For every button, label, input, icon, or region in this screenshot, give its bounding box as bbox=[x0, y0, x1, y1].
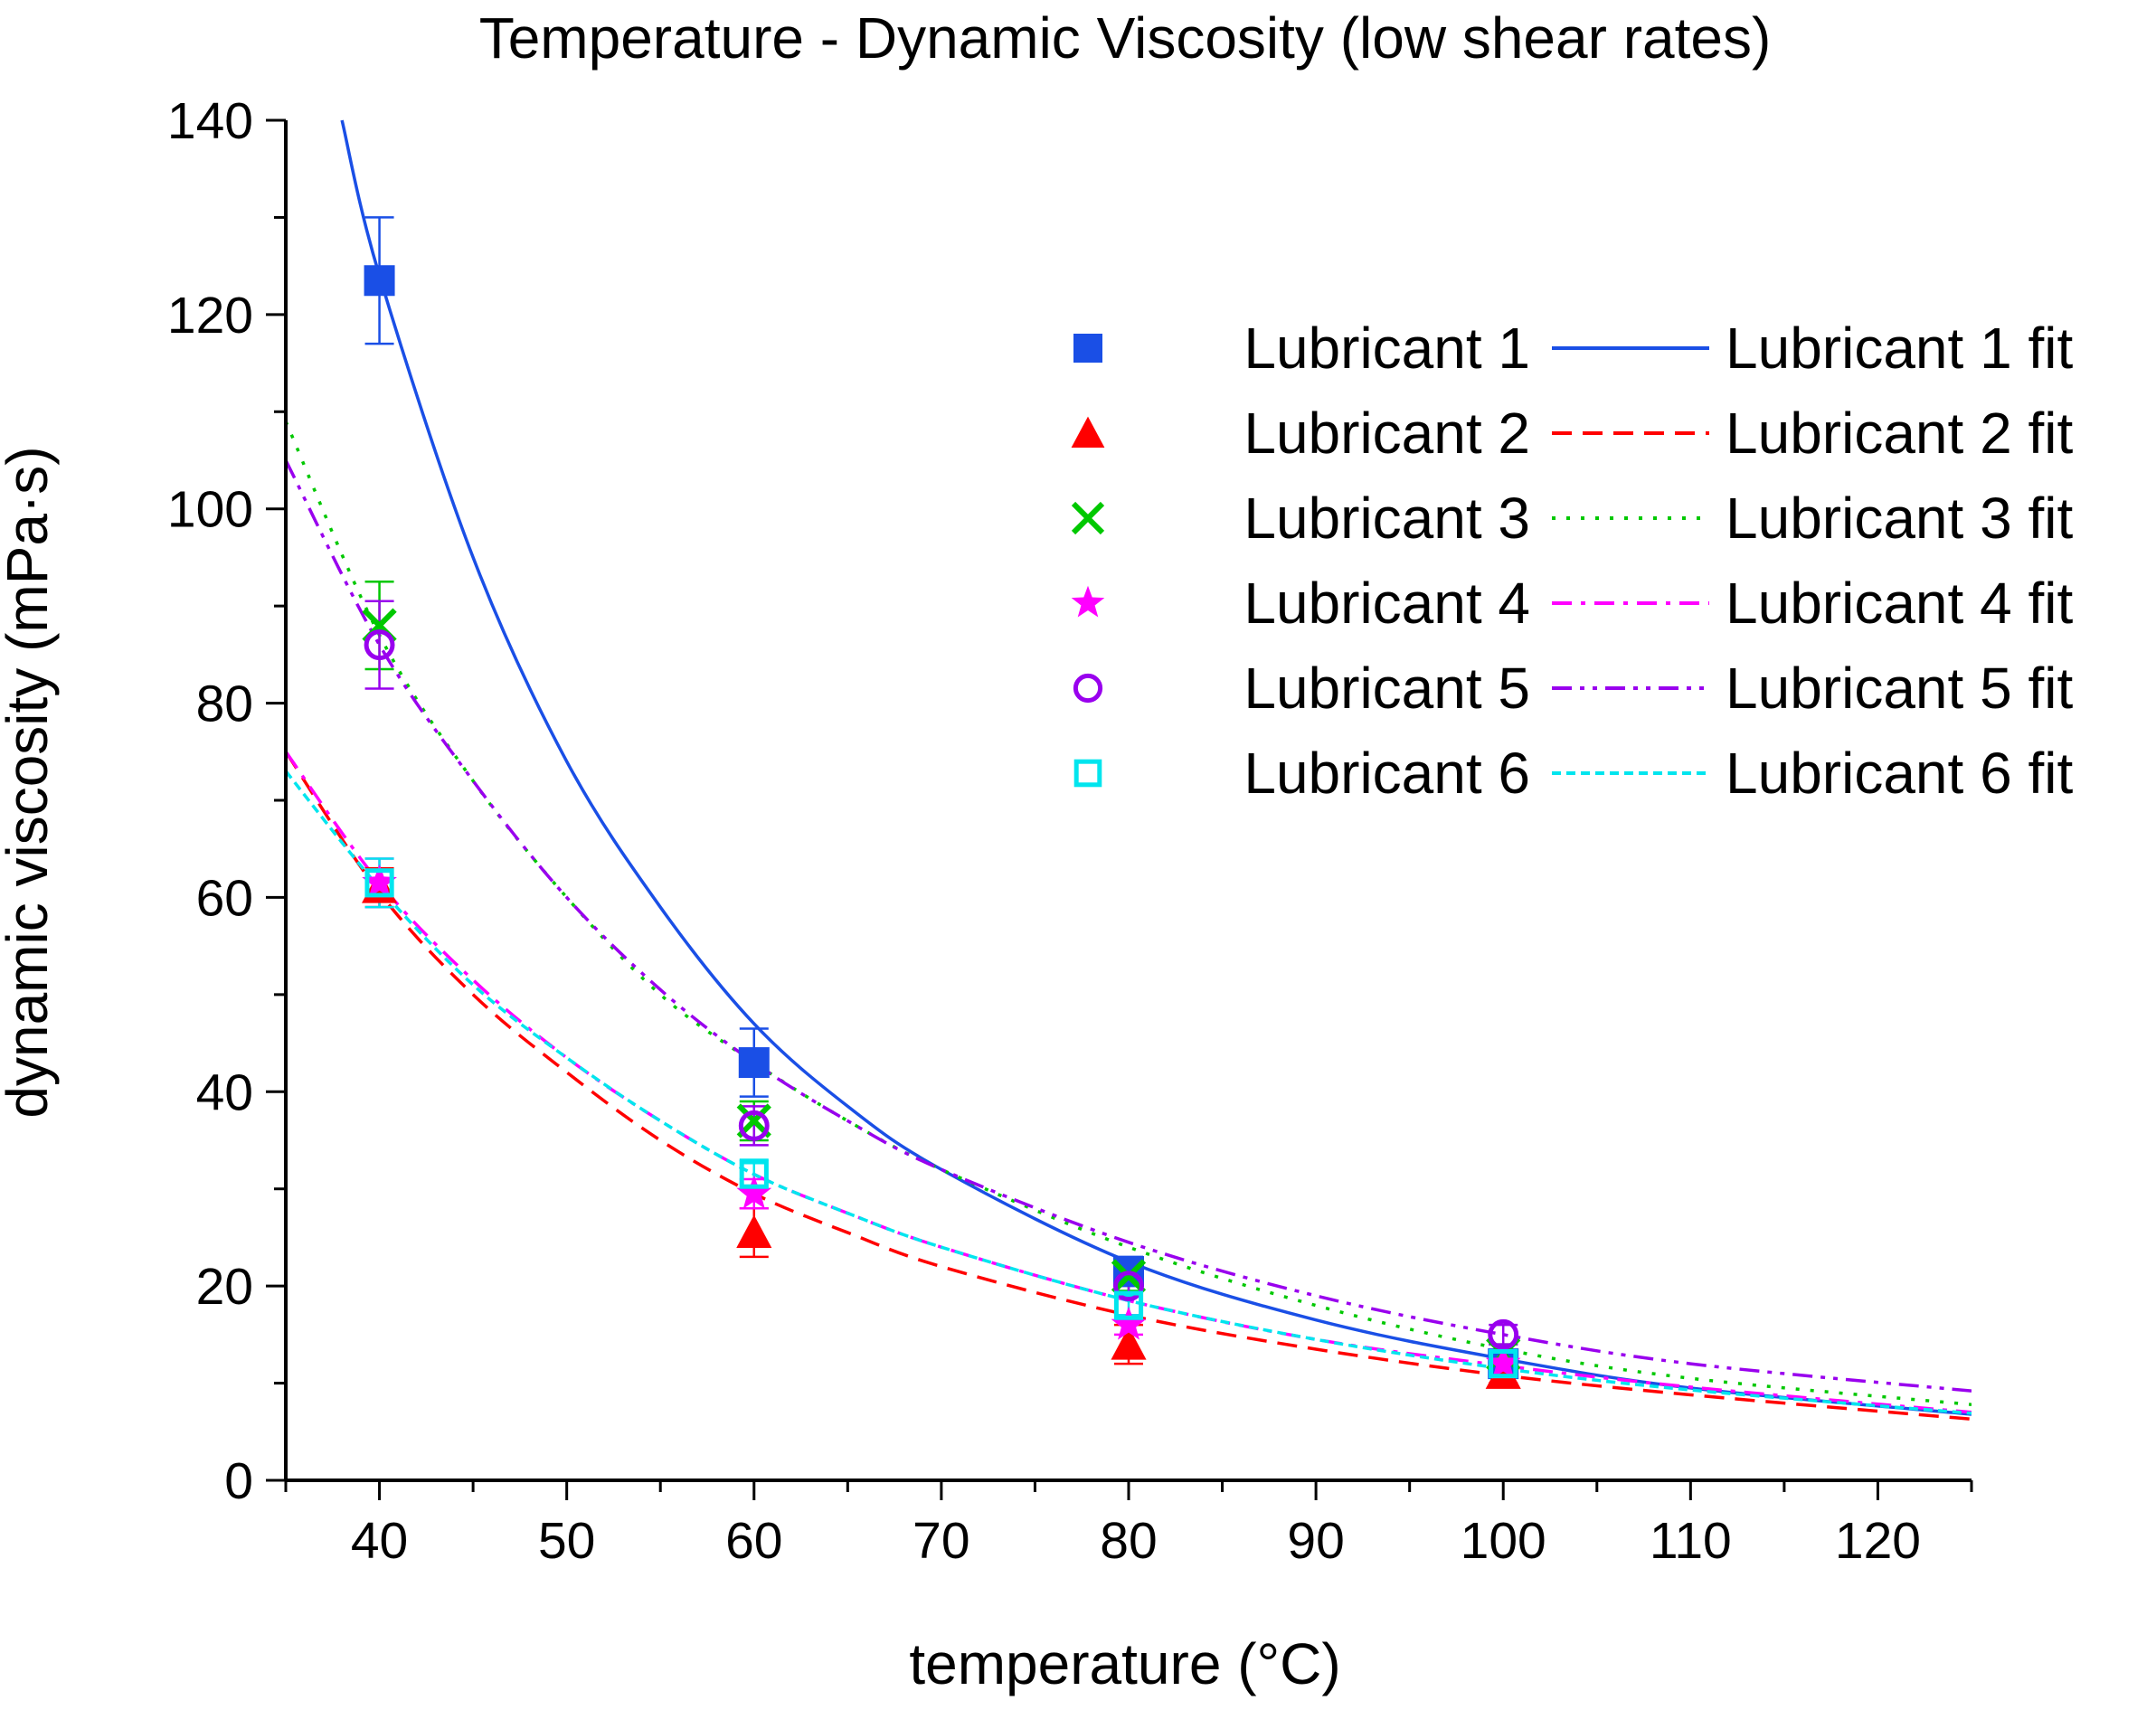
y-tick-label: 60 bbox=[196, 869, 253, 927]
x-tick-label: 110 bbox=[1650, 1512, 1732, 1570]
series-1-point bbox=[364, 265, 395, 297]
x-tick-label: 60 bbox=[725, 1512, 782, 1570]
series-5-point bbox=[738, 1110, 770, 1141]
series-6-fit-line bbox=[286, 770, 1972, 1415]
series-4-point bbox=[736, 1175, 772, 1209]
x-tick-label: 90 bbox=[1287, 1512, 1344, 1570]
x-tick-label: 100 bbox=[1461, 1512, 1546, 1570]
series-3-point bbox=[1111, 1259, 1147, 1294]
legend-marker-5 bbox=[1073, 673, 1103, 704]
series-5-fit-line bbox=[286, 459, 1972, 1393]
y-tick-label: 100 bbox=[167, 481, 253, 539]
series-2-fit-line bbox=[286, 751, 1972, 1422]
legend-fit-label-6: Lubricant 6 fit bbox=[1726, 741, 2073, 806]
series-6-point bbox=[1489, 1348, 1518, 1379]
x-tick-label: 80 bbox=[1100, 1512, 1157, 1570]
series-4-point bbox=[362, 864, 397, 898]
y-tick-label: 20 bbox=[196, 1258, 253, 1316]
series-1-point bbox=[738, 1047, 770, 1079]
series-2-point bbox=[1111, 1327, 1147, 1360]
y-tick-label: 120 bbox=[167, 287, 253, 345]
axes: 40 50 60 70 80 90 100 110 120 0 20 40 60 80 100 120 140 bbox=[167, 92, 1973, 1570]
x-tick-label: 120 bbox=[1835, 1512, 1921, 1570]
legend-marker-3 bbox=[1071, 501, 1105, 535]
legend-marker-6 bbox=[1073, 759, 1102, 788]
legend-fit-label-3: Lubricant 3 fit bbox=[1726, 486, 2073, 551]
legend-label-4: Lubricant 4 bbox=[1243, 571, 1530, 636]
legend-label-6: Lubricant 6 bbox=[1243, 741, 1530, 806]
series-6-point bbox=[739, 1159, 769, 1189]
legend-fit-label-2: Lubricant 2 fit bbox=[1726, 401, 2073, 466]
legend-label-2: Lubricant 2 bbox=[1243, 401, 1530, 466]
series-1-fit-line bbox=[340, 119, 1972, 1416]
y-tick-label: 140 bbox=[167, 92, 253, 150]
legend-fit-label-5: Lubricant 5 fit bbox=[1726, 656, 2073, 721]
legend-label-5: Lubricant 5 bbox=[1243, 656, 1530, 721]
x-axis-label: temperature (°C) bbox=[909, 1631, 1340, 1696]
y-tick-label: 0 bbox=[224, 1452, 253, 1510]
series-6-point bbox=[1113, 1290, 1144, 1320]
x-tick-label: 70 bbox=[913, 1512, 969, 1570]
chart-title: Temperature - Dynamic Viscosity (low she… bbox=[479, 5, 1772, 71]
plot-area bbox=[286, 119, 1972, 1422]
legend-marker-4 bbox=[1071, 585, 1105, 618]
legend-marker-1 bbox=[1073, 334, 1102, 363]
series-4-point bbox=[1485, 1345, 1521, 1379]
series-5-point bbox=[1113, 1271, 1144, 1302]
series-5-error-bar bbox=[364, 600, 394, 690]
x-tick-label: 40 bbox=[351, 1512, 408, 1570]
y-tick-label: 40 bbox=[196, 1063, 253, 1121]
legend-label-3: Lubricant 3 bbox=[1243, 486, 1530, 551]
series-5-point bbox=[1488, 1318, 1519, 1350]
series-2-point bbox=[736, 1214, 772, 1249]
legend: Lubricant 1 Lubricant 1 fit Lubricant 2 Lub… bbox=[1071, 316, 2073, 806]
y-tick-label: 80 bbox=[196, 675, 253, 733]
legend-fit-label-1: Lubricant 1 fit bbox=[1726, 316, 2073, 381]
series-5-point bbox=[364, 629, 395, 661]
y-axis-label: dynamic viscosity (mPa·s) bbox=[0, 446, 60, 1118]
series-6-point bbox=[364, 868, 394, 898]
series-2-point bbox=[1485, 1356, 1521, 1389]
legend-label-1: Lubricant 1 bbox=[1243, 316, 1530, 381]
x-tick-label: 50 bbox=[538, 1512, 595, 1570]
legend-fit-label-4: Lubricant 4 fit bbox=[1726, 571, 2073, 636]
legend-marker-2 bbox=[1071, 416, 1105, 448]
series-4-point bbox=[1111, 1306, 1147, 1340]
